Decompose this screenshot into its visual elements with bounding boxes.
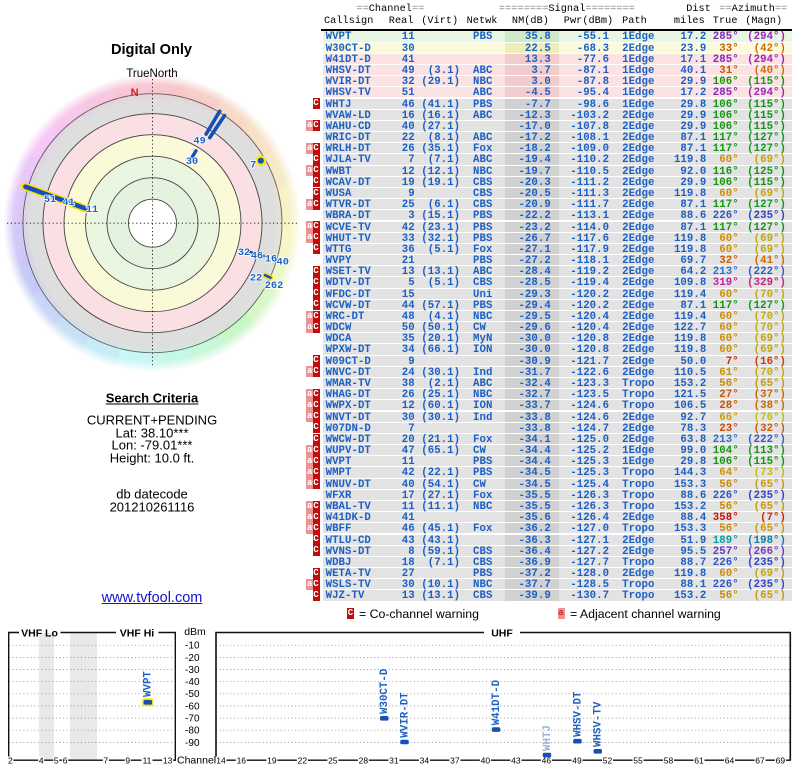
- svg-text:262: 262: [265, 280, 284, 292]
- svg-text:61: 61: [694, 755, 704, 765]
- svg-text:52: 52: [603, 755, 613, 765]
- svg-text:-30: -30: [185, 665, 200, 676]
- svg-text:-80: -80: [185, 726, 200, 737]
- svg-text:30: 30: [186, 156, 198, 168]
- svg-text:58: 58: [664, 755, 674, 765]
- svg-text:5: 5: [54, 755, 59, 765]
- svg-text:-10: -10: [185, 641, 200, 652]
- svg-text:WVIR-DT: WVIR-DT: [400, 692, 412, 738]
- svg-text:16: 16: [265, 254, 277, 266]
- svg-text:4: 4: [39, 755, 44, 765]
- svg-text:W41DT-D: W41DT-D: [491, 679, 503, 725]
- svg-text:-40: -40: [185, 677, 200, 688]
- svg-text:46: 46: [251, 251, 263, 263]
- svg-text:-20: -20: [185, 653, 200, 664]
- svg-text:dBm: dBm: [184, 626, 206, 638]
- svg-text:11: 11: [143, 755, 152, 765]
- svg-text:43: 43: [511, 755, 521, 765]
- svg-text:51: 51: [44, 194, 56, 206]
- svg-text:-60: -60: [185, 701, 200, 712]
- svg-text:37: 37: [450, 755, 460, 765]
- svg-text:31: 31: [389, 755, 399, 765]
- svg-text:WVPT: WVPT: [143, 671, 155, 697]
- svg-text:25: 25: [328, 755, 338, 765]
- svg-text:11: 11: [86, 204, 98, 216]
- svg-text:2: 2: [8, 755, 13, 765]
- svg-text:40: 40: [277, 257, 289, 269]
- svg-text:6: 6: [63, 755, 68, 765]
- svg-text:WHSV-DT: WHSV-DT: [572, 691, 584, 737]
- svg-text:-50: -50: [185, 689, 200, 700]
- svg-text:-70: -70: [185, 714, 200, 725]
- svg-text:22: 22: [298, 755, 308, 765]
- svg-text:19: 19: [267, 755, 277, 765]
- svg-text:46: 46: [542, 755, 552, 765]
- svg-text:41: 41: [62, 197, 74, 209]
- svg-text:13: 13: [163, 755, 173, 765]
- svg-text:WHTJ: WHTJ: [542, 725, 554, 751]
- svg-text:49: 49: [193, 136, 205, 148]
- svg-text:7: 7: [103, 755, 108, 765]
- svg-text:WHSV-TV: WHSV-TV: [593, 701, 605, 747]
- svg-text:49: 49: [572, 755, 582, 765]
- svg-text:Channel: Channel: [177, 755, 216, 767]
- svg-text:40: 40: [481, 755, 491, 765]
- svg-text:55: 55: [633, 755, 643, 765]
- svg-text:VHF Lo: VHF Lo: [21, 628, 58, 640]
- svg-text:64: 64: [725, 755, 735, 765]
- svg-text:69: 69: [776, 755, 786, 765]
- svg-text:34: 34: [420, 755, 430, 765]
- svg-text:UHF: UHF: [491, 628, 513, 640]
- svg-text:-90: -90: [185, 738, 200, 749]
- svg-text:7: 7: [250, 160, 256, 172]
- svg-text:22: 22: [250, 272, 262, 284]
- svg-text:67: 67: [755, 755, 765, 765]
- svg-text:16: 16: [237, 755, 247, 765]
- svg-text:9: 9: [125, 755, 130, 765]
- svg-text:14: 14: [216, 755, 226, 765]
- svg-text:VHF Hi: VHF Hi: [120, 628, 155, 640]
- svg-text:W30CT-D: W30CT-D: [379, 668, 391, 714]
- svg-text:N: N: [131, 87, 139, 99]
- svg-text:32: 32: [238, 247, 250, 259]
- svg-text:28: 28: [359, 755, 369, 765]
